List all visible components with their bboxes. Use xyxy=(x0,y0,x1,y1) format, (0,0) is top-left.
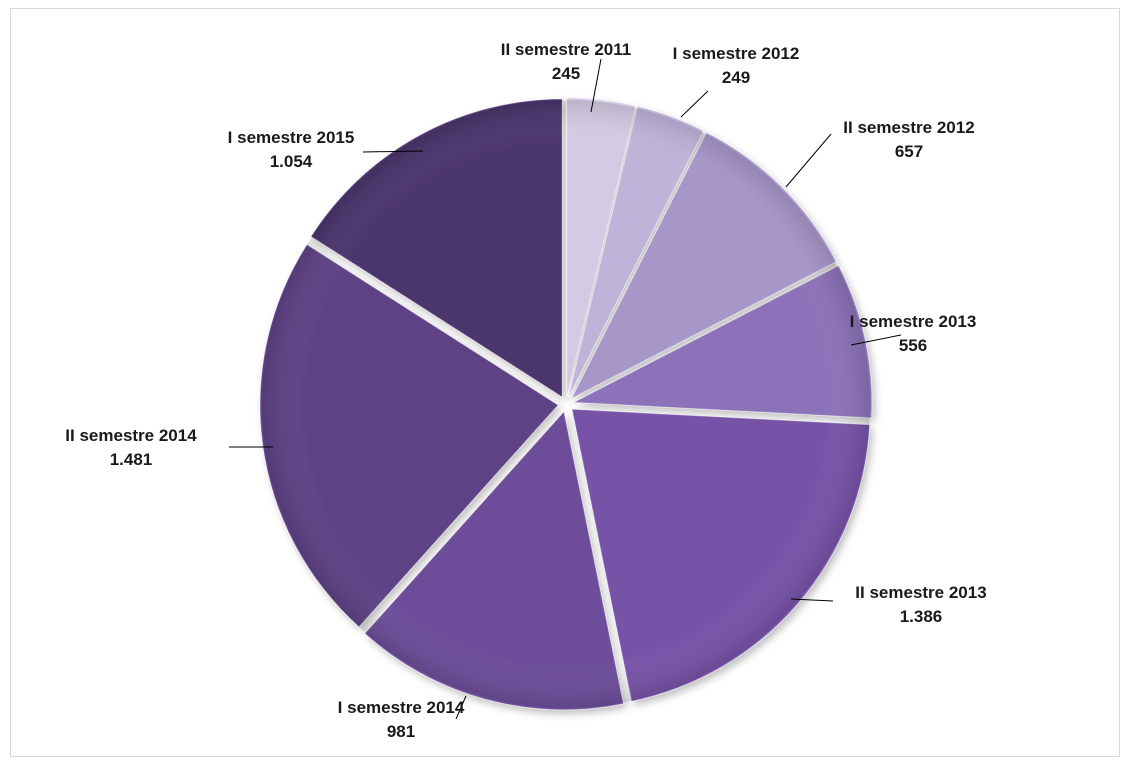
slice-label: I semestre 2012 xyxy=(673,44,800,63)
chart-frame: II semestre 2011 245 I semestre 2012 249 II … xyxy=(10,8,1120,757)
leader-lines xyxy=(229,58,902,720)
leader-line xyxy=(680,90,709,118)
pie-slices xyxy=(259,97,873,711)
slice-value-label: 1.054 xyxy=(270,152,313,171)
slice-labels: II semestre 2011 245 I semestre 2012 249 II … xyxy=(65,40,986,741)
slice-value-label: 556 xyxy=(899,336,927,355)
slice-value-label: 657 xyxy=(895,142,923,161)
slice-label: I semestre 2013 xyxy=(850,312,977,331)
slice-value-label: 1.481 xyxy=(110,450,153,469)
slice-label: I semestre 2014 xyxy=(338,698,465,717)
slice-value-label: 1.386 xyxy=(900,607,943,626)
leader-line xyxy=(590,58,602,113)
slice-label: II semestre 2011 xyxy=(501,40,631,59)
leader-line xyxy=(850,334,902,346)
slice-value-label: 981 xyxy=(387,722,415,741)
slice-label: I semestre 2015 xyxy=(228,128,355,147)
slice-label: II semestre 2013 xyxy=(855,583,986,602)
pie-slice xyxy=(571,408,871,702)
leader-line xyxy=(785,133,832,188)
leader-line xyxy=(362,150,424,153)
slice-value-label: 249 xyxy=(722,68,750,87)
slice-label: II semestre 2014 xyxy=(65,426,197,445)
leader-line xyxy=(790,598,834,602)
slice-value-label: 245 xyxy=(552,64,580,83)
slice-label: II semestre 2012 xyxy=(843,118,974,137)
pie-chart: II semestre 2011 245 I semestre 2012 249 II … xyxy=(65,40,986,741)
leader-line xyxy=(455,695,467,720)
